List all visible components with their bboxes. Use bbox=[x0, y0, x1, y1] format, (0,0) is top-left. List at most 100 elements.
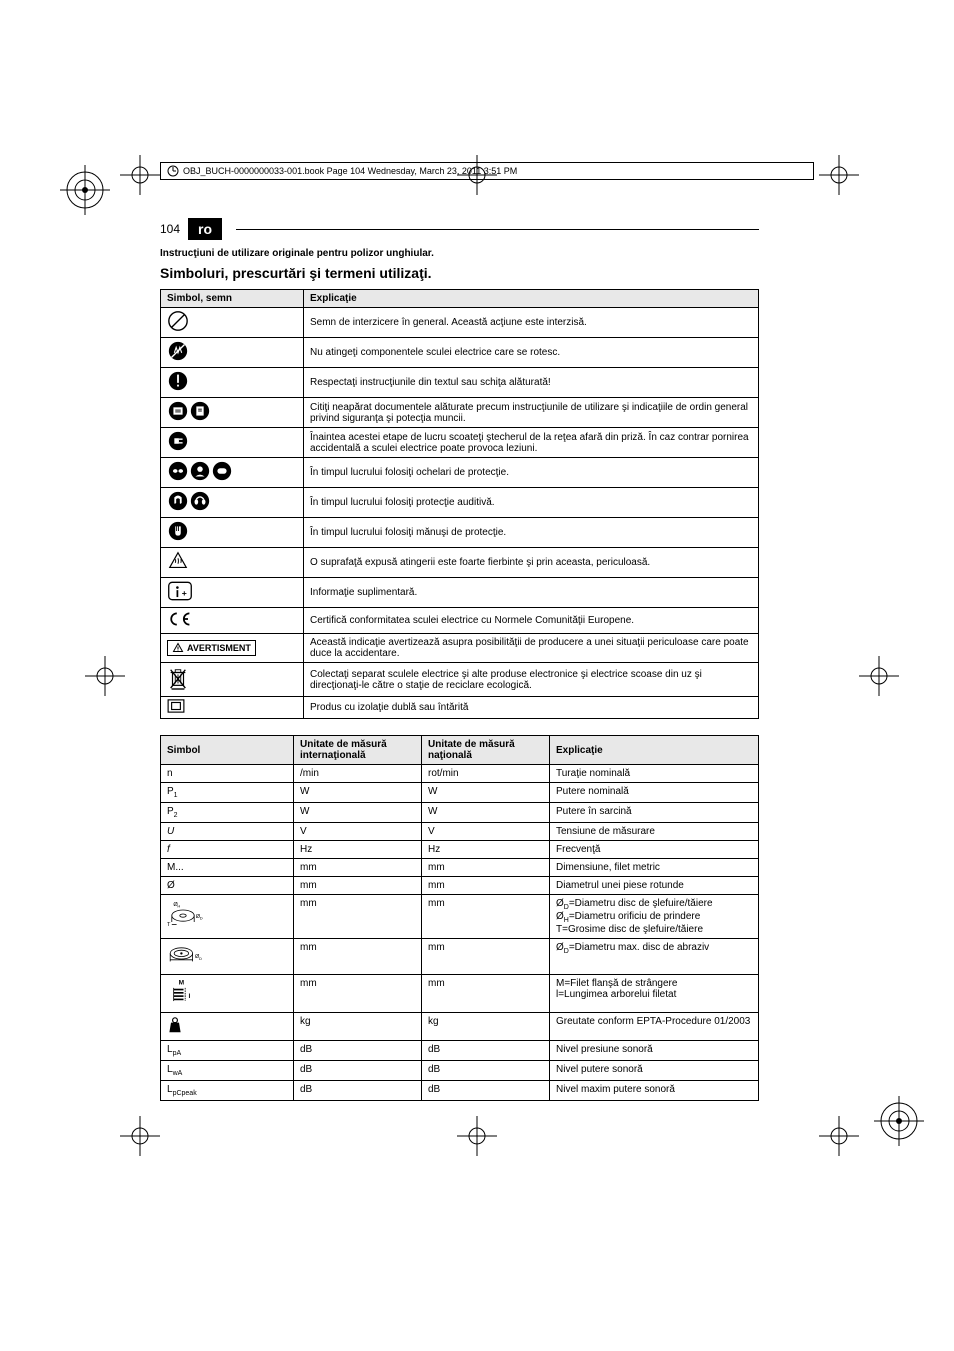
nat-unit-cell: dB bbox=[422, 1061, 550, 1081]
table-row: O suprafaţă expusă atingerii este foarte… bbox=[161, 548, 759, 578]
symbol-cell: LpCpeak bbox=[161, 1081, 294, 1101]
page-container: OBJ_BUCH-0000000033-001.book Page 104 We… bbox=[0, 0, 954, 1351]
document-header-bar: OBJ_BUCH-0000000033-001.book Page 104 We… bbox=[160, 162, 814, 180]
intl-unit-cell: mm bbox=[294, 877, 422, 895]
svg-text:H: H bbox=[177, 904, 180, 909]
language-badge: ro bbox=[188, 218, 222, 240]
explanation-cell: Dimensiune, filet metric bbox=[550, 859, 759, 877]
table-row: Înaintea acestei etape de lucru scoateţi… bbox=[161, 428, 759, 458]
symbol-cell: n bbox=[161, 765, 294, 783]
table-row: LwAdBdBNivel putere sonoră bbox=[161, 1061, 759, 1081]
table-row: În timpul lucrului folosiţi ochelari de … bbox=[161, 458, 759, 488]
title-text: Simboluri, prescurtări şi termeni utiliz… bbox=[160, 265, 759, 281]
table-row: MlmmmmM=Filet flanşă de strângerel=Lungi… bbox=[161, 975, 759, 1013]
nat-unit-cell: Hz bbox=[422, 841, 550, 859]
nat-unit-cell: dB bbox=[422, 1041, 550, 1061]
nat-unit-cell: W bbox=[422, 783, 550, 803]
weight-icon bbox=[167, 1016, 183, 1037]
table-header: Explicaţie bbox=[550, 736, 759, 765]
table-row: fHzHzFrecvenţă bbox=[161, 841, 759, 859]
symbol-cell: + bbox=[161, 578, 304, 608]
symbol-cell: P2 bbox=[161, 803, 294, 823]
symbol-cell: ØHØDT bbox=[161, 895, 294, 939]
explanation-cell: Nivel putere sonoră bbox=[550, 1061, 759, 1081]
symbol-cell bbox=[161, 338, 304, 368]
explanation-cell: Nivel presiune sonoră bbox=[550, 1041, 759, 1061]
explanation-cell: Greutate conform EPTA-Procedure 01/2003 bbox=[550, 1013, 759, 1041]
explanation-cell: Această indicaţie avertizează asupra pos… bbox=[304, 634, 759, 663]
table-row: Certifică conformitatea sculei electrice… bbox=[161, 608, 759, 634]
table-row: Respectaţi instrucţiunile din textul sau… bbox=[161, 368, 759, 398]
table-row: Semn de interzicere în general. Această … bbox=[161, 308, 759, 338]
symbol-cell: M... bbox=[161, 859, 294, 877]
disc-dia-icon: ØHØDT bbox=[167, 898, 207, 933]
explanation-cell: Înaintea acestei etape de lucru scoateţi… bbox=[304, 428, 759, 458]
intl-unit-cell: mm bbox=[294, 895, 422, 939]
table-header: Simbol bbox=[161, 736, 294, 765]
table-row: kgkgGreutate conform EPTA-Procedure 01/2… bbox=[161, 1013, 759, 1041]
intl-unit-cell: kg bbox=[294, 1013, 422, 1041]
nat-unit-cell: mm bbox=[422, 859, 550, 877]
explanation-cell: Certifică conformitatea sculei electrice… bbox=[304, 608, 759, 634]
table-header: Simbol, semn bbox=[161, 290, 304, 308]
symbol-cell bbox=[161, 458, 304, 488]
symbol-cell: Ml bbox=[161, 975, 294, 1013]
explanation-cell: În timpul lucrului folosiţi ochelari de … bbox=[304, 458, 759, 488]
explanation-cell: Putere nominală bbox=[550, 783, 759, 803]
table-row: UVVTensiune de măsurare bbox=[161, 823, 759, 841]
intl-unit-cell: W bbox=[294, 803, 422, 823]
symbol-cell: f bbox=[161, 841, 294, 859]
explanation-cell: Produs cu izolaţie dublă sau întărită bbox=[304, 697, 759, 719]
intl-unit-cell: /min bbox=[294, 765, 422, 783]
table-header: Unitate de măsură naţională bbox=[422, 736, 550, 765]
table-row: ØmmmmDiametrul unei piese rotunde bbox=[161, 877, 759, 895]
table-header: Explicaţie bbox=[304, 290, 759, 308]
weee-icon bbox=[167, 665, 189, 694]
symbol-cell bbox=[161, 428, 304, 458]
intl-unit-cell: Hz bbox=[294, 841, 422, 859]
no-touch-icon bbox=[167, 340, 189, 365]
crop-mark-icon bbox=[120, 1116, 160, 1156]
nat-unit-cell: rot/min bbox=[422, 765, 550, 783]
table-row: Colectaţi separat sculele electrice şi a… bbox=[161, 663, 759, 697]
symbol-cell: P1 bbox=[161, 783, 294, 803]
nat-unit-cell: mm bbox=[422, 877, 550, 895]
hot-icon bbox=[167, 550, 189, 575]
explanation-cell: Putere în sarcină bbox=[550, 803, 759, 823]
table-row: În timpul lucrului folosiţi mănuşi de pr… bbox=[161, 518, 759, 548]
symbols-table: Simbol, semn Explicaţie Semn de interzic… bbox=[160, 289, 759, 719]
subtitle-text: Instrucţiuni de utilizare originale pent… bbox=[160, 248, 759, 259]
symbol-cell bbox=[161, 663, 304, 697]
svg-text:T: T bbox=[167, 922, 171, 928]
intl-unit-cell: mm bbox=[294, 859, 422, 877]
info-icon: + bbox=[167, 580, 193, 605]
intl-unit-cell: dB bbox=[294, 1081, 422, 1101]
explanation-cell: Informaţie suplimentară. bbox=[304, 578, 759, 608]
exclaim-icon bbox=[167, 370, 189, 395]
explanation-cell: Respectaţi instrucţiunile din textul sau… bbox=[304, 368, 759, 398]
thread-icon: Ml bbox=[167, 978, 205, 1009]
warning-badge: AVERTISMENT bbox=[167, 640, 256, 656]
page-number: 104 bbox=[160, 222, 180, 236]
explanation-cell: Citiţi neapărat documentele alăturate pr… bbox=[304, 398, 759, 428]
crop-mark-icon bbox=[457, 1116, 497, 1156]
svg-text:D: D bbox=[199, 956, 202, 961]
table-row: ØHØDTmmmmØD=Diametru disc de şlefuire/tă… bbox=[161, 895, 759, 939]
crop-mark-icon bbox=[85, 656, 125, 696]
registration-mark-icon bbox=[874, 1096, 924, 1146]
symbol-cell bbox=[161, 488, 304, 518]
explanation-cell: Nu atingeţi componentele sculei electric… bbox=[304, 338, 759, 368]
svg-text:M: M bbox=[179, 980, 185, 987]
explanation-cell: Frecvenţă bbox=[550, 841, 759, 859]
symbol-cell bbox=[161, 308, 304, 338]
page-header-row: 104 ro bbox=[160, 218, 759, 240]
disc-max-icon: ØD bbox=[167, 942, 207, 971]
svg-text:D: D bbox=[200, 916, 203, 921]
symbol-cell: LpA bbox=[161, 1041, 294, 1061]
table-row: + Informaţie suplimentară. bbox=[161, 578, 759, 608]
unplug-icon bbox=[167, 430, 189, 455]
symbol-cell bbox=[161, 608, 304, 634]
intl-unit-cell: W bbox=[294, 783, 422, 803]
header-rule bbox=[236, 229, 759, 230]
symbol-cell bbox=[161, 548, 304, 578]
